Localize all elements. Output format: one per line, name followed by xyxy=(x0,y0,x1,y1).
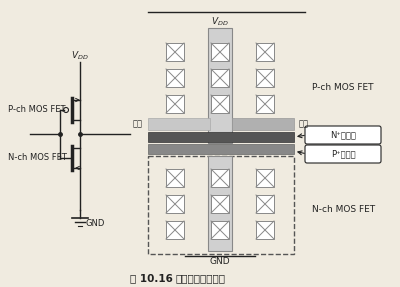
Text: P-ch MOS FET: P-ch MOS FET xyxy=(312,84,374,92)
Bar xyxy=(211,195,229,213)
Bar xyxy=(166,195,184,213)
Bar xyxy=(166,169,184,187)
Text: N-ch MOS FET: N-ch MOS FET xyxy=(312,205,375,214)
Bar xyxy=(166,221,184,239)
Text: N-ch MOS FET: N-ch MOS FET xyxy=(8,154,67,162)
Bar xyxy=(166,43,184,61)
Text: GND: GND xyxy=(85,220,104,228)
Text: $V_{DD}$: $V_{DD}$ xyxy=(211,16,229,28)
Bar xyxy=(208,156,232,251)
Text: 图 10.16: 图 10.16 xyxy=(130,273,173,283)
Text: 防止闩锁的防护带: 防止闩锁的防护带 xyxy=(175,273,225,283)
Bar xyxy=(148,132,294,142)
Bar xyxy=(148,156,294,254)
Bar xyxy=(256,69,274,87)
Bar xyxy=(256,95,274,113)
Text: 输入: 输入 xyxy=(133,119,143,129)
Bar xyxy=(166,95,184,113)
Bar xyxy=(256,195,274,213)
FancyBboxPatch shape xyxy=(305,145,381,163)
Text: P⁺防护带: P⁺防护带 xyxy=(331,150,355,158)
Text: P-ch MOS FET: P-ch MOS FET xyxy=(8,106,66,115)
Bar xyxy=(208,28,232,143)
Text: $V_{DD}$: $V_{DD}$ xyxy=(71,50,89,62)
Bar xyxy=(166,69,184,87)
Bar xyxy=(148,118,210,130)
Bar xyxy=(211,43,229,61)
Text: 输出: 输出 xyxy=(299,119,309,129)
Bar xyxy=(148,144,294,154)
FancyBboxPatch shape xyxy=(305,126,381,144)
Text: N⁺防护带: N⁺防护带 xyxy=(330,131,356,139)
Bar xyxy=(256,169,274,187)
Bar xyxy=(211,95,229,113)
Bar xyxy=(211,221,229,239)
Bar xyxy=(256,43,274,61)
Bar xyxy=(211,169,229,187)
Text: GND: GND xyxy=(210,257,230,267)
Bar xyxy=(232,118,294,130)
Bar xyxy=(211,69,229,87)
Bar xyxy=(256,221,274,239)
